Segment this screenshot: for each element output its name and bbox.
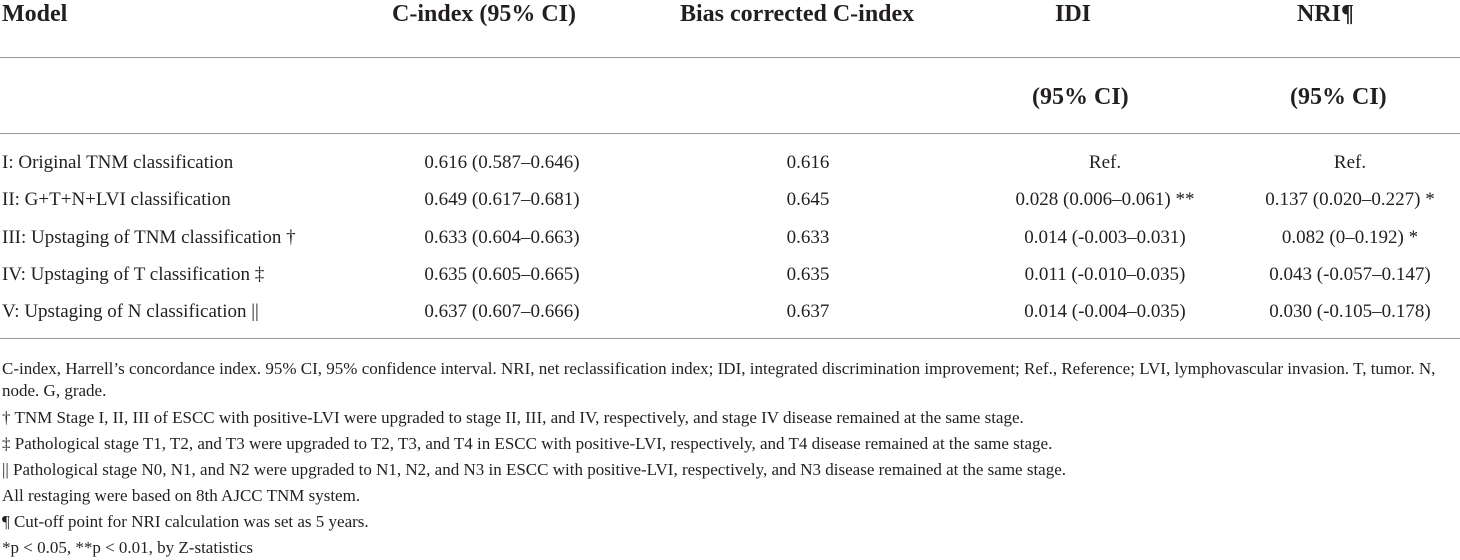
row-4-cindex: 0.635 (0.605–0.665) <box>424 264 580 285</box>
footnote-restaging: All restaging were based on 8th AJCC TNM… <box>2 486 361 505</box>
row-5-bias: 0.637 <box>786 301 830 322</box>
header-idi: IDI <box>1055 1 1092 27</box>
row-4-bias: 0.635 <box>786 264 830 285</box>
row-5-model: V: Upstaging of N classification || <box>2 301 259 322</box>
footnote-abbreviations: C-index, Harrell’s concordance index. 95… <box>2 359 1436 400</box>
row-1-cindex: 0.616 (0.587–0.646) <box>424 152 580 173</box>
row-4-idi: 0.011 (-0.010–0.035) <box>1024 264 1186 285</box>
header-model: Model <box>2 1 68 27</box>
footnote-significance: *p < 0.05, **p < 0.01, by Z-statistics <box>2 538 254 557</box>
row-2-model: II: G+T+N+LVI classification <box>2 189 231 210</box>
footnote-pilcrow: ¶ Cut-off point for NRI calculation was … <box>2 512 369 531</box>
body-divider <box>0 133 1460 134</box>
row-1-nri: Ref. <box>1333 152 1367 173</box>
row-1-idi: Ref. <box>1088 152 1122 173</box>
row-5-nri: 0.030 (-0.105–0.178) <box>1269 301 1431 322</box>
row-1-model: I: Original TNM classification <box>2 152 234 173</box>
header-divider <box>0 57 1460 58</box>
row-4-model: IV: Upstaging of T classification ‡ <box>2 264 265 285</box>
row-2-bias: 0.645 <box>786 189 830 210</box>
row-3-model: III: Upstaging of TNM classification † <box>2 227 296 248</box>
header-cindex: C-index (95% CI) <box>392 1 576 27</box>
row-3-cindex: 0.633 (0.604–0.663) <box>424 227 580 248</box>
header-bias-corrected: Bias corrected C-index <box>680 1 915 27</box>
footnote-dagger: † TNM Stage I, II, III of ESCC with posi… <box>2 408 1024 427</box>
footnote-divider <box>0 338 1460 339</box>
row-4-nri: 0.043 (-0.057–0.147) <box>1269 264 1431 285</box>
row-2-nri: 0.137 (0.020–0.227) * <box>1265 189 1435 210</box>
row-5-cindex: 0.637 (0.607–0.666) <box>424 301 580 322</box>
footnote-parallel: || Pathological stage N0, N1, and N2 wer… <box>2 460 1067 479</box>
row-3-bias: 0.633 <box>786 227 830 248</box>
row-5-idi: 0.014 (-0.004–0.035) <box>1024 301 1186 322</box>
header-nri-ci: (95% CI) <box>1290 84 1387 110</box>
header-nri: NRI¶ <box>1297 1 1354 27</box>
row-3-nri: 0.082 (0–0.192) * <box>1281 227 1419 248</box>
row-1-bias: 0.616 <box>786 152 830 173</box>
header-idi-ci: (95% CI) <box>1032 84 1129 110</box>
row-2-cindex: 0.649 (0.617–0.681) <box>424 189 580 210</box>
row-3-idi: 0.014 (-0.003–0.031) <box>1024 227 1186 248</box>
row-2-idi: 0.028 (0.006–0.061) ** <box>1015 189 1195 210</box>
footnote-double-dagger: ‡ Pathological stage T1, T2, and T3 were… <box>2 434 1053 453</box>
